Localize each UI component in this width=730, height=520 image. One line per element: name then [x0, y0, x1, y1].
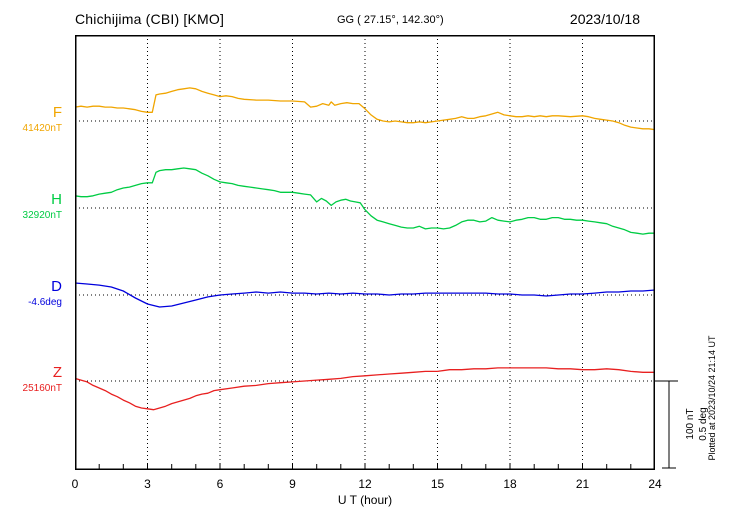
- x-tick-9: 9: [289, 477, 296, 491]
- series-letter-F: F: [52, 104, 62, 121]
- series-baseline-F: 41420nT: [22, 123, 62, 134]
- plot-note: Plotted at 2023/10/24 21:14 UT: [707, 335, 717, 461]
- x-tick-0: 0: [71, 477, 79, 491]
- x-tick-6: 6: [216, 477, 224, 491]
- scale-nt-label: 100 nT: [685, 408, 696, 440]
- x-tick-12: 12: [358, 477, 372, 491]
- x-tick-24: 24: [648, 477, 662, 491]
- scale-bar: [655, 380, 678, 469]
- series-letter-D: D: [51, 278, 62, 295]
- series-letter-H: H: [51, 191, 62, 208]
- series-baseline-D: -4.6deg: [28, 297, 62, 308]
- series-baseline-Z: 25160nT: [22, 383, 62, 394]
- trace-D: [75, 282, 655, 308]
- coordinates-label: GG ( 27.15°, 142.30°): [337, 14, 444, 26]
- magnetogram-plot: [75, 35, 655, 470]
- x-tick-3: 3: [144, 477, 151, 491]
- trace-Z: [75, 367, 655, 411]
- x-tick-18: 18: [503, 477, 517, 491]
- series-letter-Z: Z: [52, 364, 62, 381]
- trace-H: [75, 167, 655, 235]
- trace-F: [75, 87, 655, 131]
- date-label: 2023/10/18: [569, 11, 640, 27]
- station-title: Chichijima (CBI) [KMO]: [75, 11, 225, 27]
- x-tick-21: 21: [575, 477, 590, 491]
- x-tick-15: 15: [430, 477, 445, 491]
- series-baseline-H: 32920nT: [22, 210, 62, 221]
- x-axis-label: U T (hour): [337, 493, 393, 507]
